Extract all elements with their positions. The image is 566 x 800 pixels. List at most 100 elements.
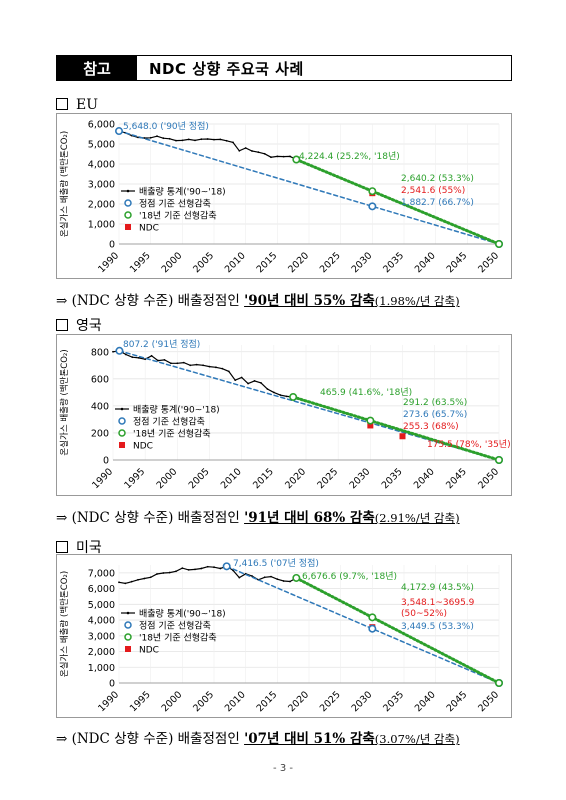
annotation-label: 255.3 (68%) [403, 422, 459, 432]
data-point [276, 578, 279, 581]
x-tick-label: 2030 [350, 250, 375, 275]
series-line [294, 576, 501, 685]
data-point [247, 382, 250, 385]
data-point [289, 580, 291, 583]
ndc-marker [367, 422, 374, 429]
legend-swatch [124, 199, 132, 207]
y-tick-label: 4,000 [88, 616, 115, 627]
data-point [182, 361, 185, 364]
chart-us: 온실가스 배출량 (백만톤CO₂) 7,000 6,000 5,000 4,000 3,0… [56, 554, 512, 718]
annotation-label: 2,640.2 (53.3%) [401, 174, 474, 184]
x-tick-label: 2020 [283, 466, 308, 491]
y-axis-label: 온실가스 배출량 (백만톤CO₂) [59, 349, 70, 455]
data-point [200, 138, 203, 141]
x-tick-label: 2025 [318, 250, 343, 275]
x-tick-label: 2045 [445, 250, 470, 275]
data-point [175, 139, 177, 142]
legend-swatch [118, 417, 126, 425]
x-tick-label: 2050 [476, 250, 501, 275]
legend-label: NDC [139, 224, 159, 234]
series-endpoint [292, 155, 301, 164]
y-tick-label: 400 [91, 401, 109, 412]
data-point [279, 394, 282, 396]
data-point [206, 138, 209, 140]
data-point [187, 568, 190, 571]
chart-uk: 온실가스 배출량 (백만톤CO₂) 800 600 400 200 0 1990 1995 20… [56, 334, 512, 496]
x-tick-label: 2015 [255, 250, 280, 275]
data-point [175, 570, 177, 573]
x-tick-label: 1995 [128, 689, 153, 714]
annotation-label: 6,676.6 (9.7%, '18년) [302, 571, 397, 582]
y-tick-label: 7,000 [88, 568, 115, 579]
annotation-label: 3,449.5 (53.3%) [401, 622, 474, 632]
data-point [118, 581, 120, 584]
page-number: - 3 - [273, 763, 293, 774]
data-point [149, 136, 152, 139]
chart-eu: 온실가스 배출량 (백만톤CO₂) 6,000 5,000 4,000 3,000 2,0… [56, 113, 512, 279]
page-title: NDC 상향 주요국 사례 [149, 59, 304, 78]
data-point [253, 379, 256, 382]
legend-swatch [125, 224, 131, 230]
legend-swatch [126, 611, 130, 615]
data-point [215, 366, 217, 369]
conclusion-eu: ⇒ (NDC 상향 수준) 배출정점인 '90년 대비 55% 감축(1.98%… [56, 289, 460, 309]
data-point [251, 575, 253, 577]
conclusion-prefix: ⇒ (NDC 상향 수준) 배출정점인 [56, 510, 245, 526]
data-point [272, 391, 275, 394]
data-point [232, 141, 234, 144]
checkbox-square-icon [56, 98, 68, 110]
checkbox-square-icon [56, 541, 68, 553]
series-line [112, 350, 294, 398]
conclusion-highlight: '90년 대비 55% 감축 [244, 293, 375, 309]
legend-label: 정점 기준 선형감축 [139, 198, 211, 210]
data-point [238, 149, 241, 152]
series-line [294, 158, 501, 246]
data-point [282, 155, 285, 158]
x-tick-label: 2005 [191, 250, 216, 275]
target-marker [368, 613, 377, 622]
data-point [149, 576, 152, 579]
target-marker [366, 416, 375, 425]
x-tick-label: 2015 [255, 689, 280, 714]
conclusion-highlight: '07년 대비 51% 감축 [244, 731, 375, 747]
data-point [181, 567, 184, 570]
series-endpoint [289, 392, 298, 401]
data-point [263, 152, 266, 155]
legend-label: NDC [133, 442, 153, 452]
annotation-label: 7,416.5 ('07년 정점) [233, 557, 319, 569]
x-tick-label: 2050 [476, 689, 501, 714]
x-tick-label: 2035 [381, 689, 406, 714]
annotation-label: 1,882.7 (66.7%) [401, 198, 474, 208]
legend-swatch [124, 633, 132, 641]
legend-swatch [119, 442, 125, 448]
data-point [194, 568, 196, 571]
legend-swatch [125, 646, 131, 652]
legend-label: '18년 기준 선형감축 [133, 428, 211, 440]
data-point [200, 567, 203, 570]
section-heading-eu: EU [56, 97, 98, 113]
x-tick-label: 2000 [160, 250, 185, 275]
data-point [219, 138, 222, 141]
data-point [238, 576, 241, 579]
conclusion-prefix: ⇒ (NDC 상향 수준) 배출정점인 [56, 293, 245, 309]
y-tick-label: 1,000 [88, 220, 115, 231]
x-tick-label: 2025 [318, 689, 343, 714]
data-point [168, 571, 171, 574]
conclusion-highlight: '91년 대비 68% 감축 [244, 510, 375, 526]
x-tick-label: 2020 [286, 689, 311, 714]
y-tick-label: 1,000 [88, 663, 115, 674]
y-tick-label: 6,000 [88, 120, 115, 131]
series-line [291, 395, 501, 462]
series-endpoint [115, 346, 124, 355]
data-point [285, 395, 288, 398]
legend-label: 배출량 통계('90~'18) [139, 186, 226, 198]
data-point [270, 156, 272, 159]
x-tick-label: 2030 [348, 466, 373, 491]
data-point [213, 566, 215, 569]
conclusion-us: ⇒ (NDC 상향 수준) 배출정점인 '07년 대비 51% 감축(3.07%… [56, 727, 460, 747]
data-point [124, 582, 127, 585]
data-point [257, 151, 260, 154]
data-point [270, 575, 272, 578]
data-point [208, 365, 211, 368]
